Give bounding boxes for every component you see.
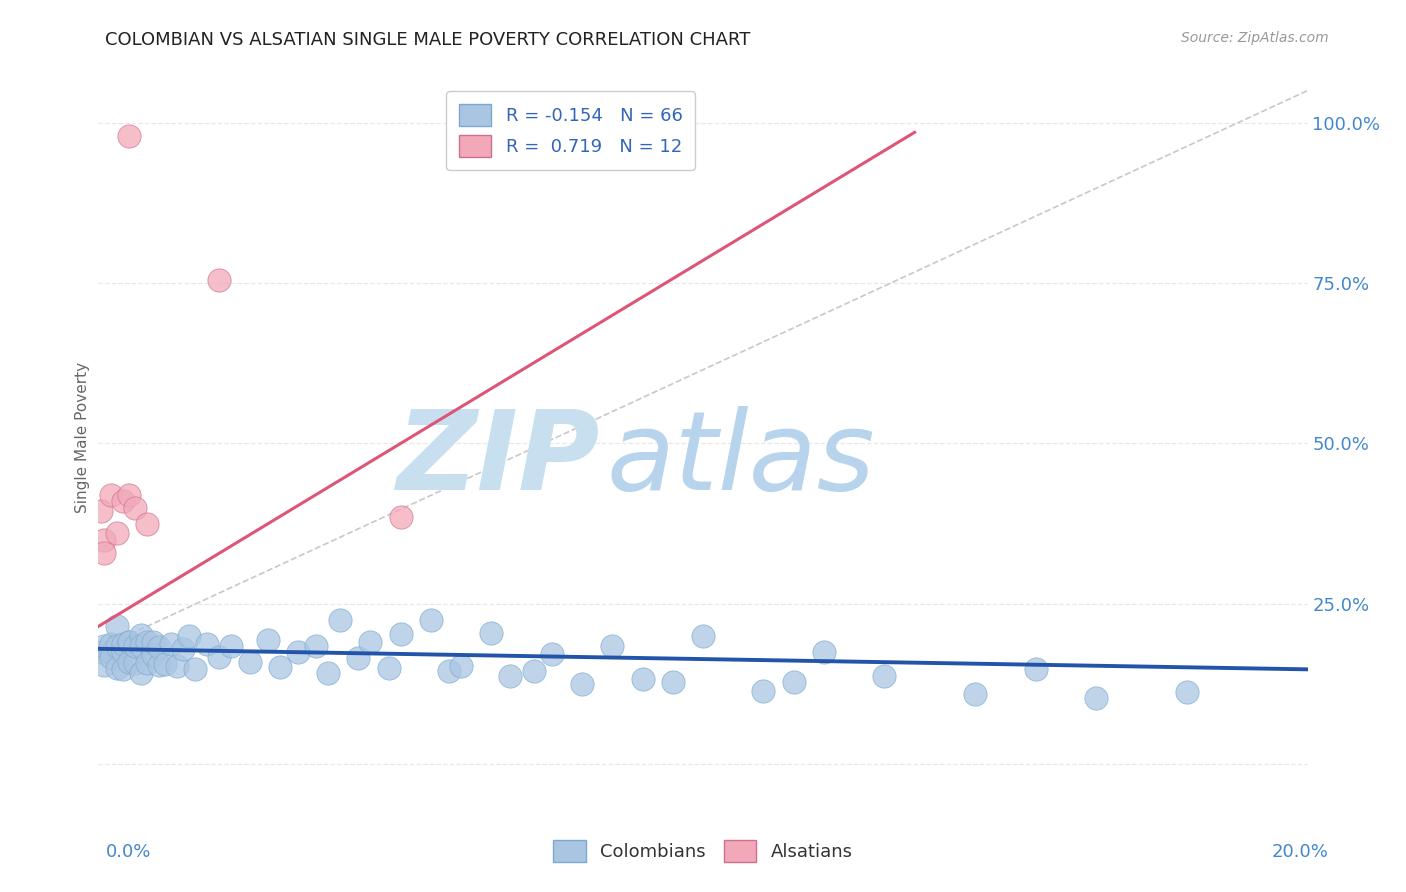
Point	[142, 648, 165, 663]
Point	[1024, 662, 1046, 676]
Point	[111, 494, 134, 508]
Point	[93, 533, 115, 547]
Point	[377, 661, 399, 675]
Point	[783, 675, 806, 690]
Point	[208, 273, 231, 287]
Point	[389, 510, 412, 524]
Point	[316, 665, 339, 680]
Point	[287, 645, 309, 659]
Point	[692, 629, 714, 643]
Point	[90, 504, 112, 518]
Point	[105, 639, 128, 653]
Point	[631, 672, 654, 686]
Point	[179, 629, 201, 643]
Point	[256, 633, 278, 648]
Point	[873, 669, 896, 683]
Point	[135, 656, 157, 670]
Point	[118, 655, 141, 669]
Text: atlas: atlas	[606, 406, 875, 513]
Point	[813, 645, 835, 659]
Point	[523, 665, 546, 679]
Point	[498, 669, 520, 683]
Point	[118, 128, 141, 143]
Point	[90, 645, 112, 659]
Point	[100, 645, 122, 659]
Point	[420, 613, 443, 627]
Point	[129, 665, 152, 680]
Point	[135, 516, 157, 531]
Point	[118, 488, 141, 502]
Legend: R = -0.154   N = 66, R =  0.719   N = 12: R = -0.154 N = 66, R = 0.719 N = 12	[446, 91, 695, 169]
Point	[602, 639, 624, 653]
Point	[1175, 685, 1198, 699]
Point	[160, 637, 183, 651]
Point	[93, 545, 115, 559]
Point	[184, 662, 207, 676]
Point	[965, 687, 987, 701]
Point	[135, 635, 157, 649]
Point	[129, 639, 152, 653]
Point	[118, 635, 141, 649]
Point	[124, 639, 146, 653]
Text: ZIP: ZIP	[396, 406, 600, 513]
Point	[111, 662, 134, 676]
Point	[93, 639, 115, 653]
Point	[752, 683, 775, 698]
Point	[450, 659, 472, 673]
Point	[437, 665, 460, 679]
Point	[148, 657, 170, 672]
Point	[269, 660, 291, 674]
Point	[661, 675, 683, 690]
Point	[111, 645, 134, 659]
Text: COLOMBIAN VS ALSATIAN SINGLE MALE POVERTY CORRELATION CHART: COLOMBIAN VS ALSATIAN SINGLE MALE POVERT…	[105, 31, 751, 49]
Point	[148, 640, 170, 654]
Point	[124, 656, 146, 670]
Point	[347, 651, 370, 665]
Point	[105, 619, 128, 633]
Point	[100, 637, 122, 651]
Point	[195, 637, 218, 651]
Text: 0.0%: 0.0%	[105, 843, 150, 861]
Point	[142, 635, 165, 649]
Point	[305, 639, 328, 653]
Point	[172, 641, 194, 656]
Text: 20.0%: 20.0%	[1272, 843, 1329, 861]
Point	[389, 627, 412, 641]
Point	[100, 650, 122, 665]
Point	[105, 661, 128, 675]
Point	[1085, 691, 1108, 706]
Point	[153, 657, 176, 671]
Y-axis label: Single Male Poverty: Single Male Poverty	[75, 361, 90, 513]
Point	[481, 625, 503, 640]
Point	[221, 639, 243, 653]
Text: Source: ZipAtlas.com: Source: ZipAtlas.com	[1181, 31, 1329, 45]
Point	[93, 657, 115, 672]
Point	[540, 647, 562, 661]
Point	[166, 659, 188, 673]
Point	[105, 526, 128, 541]
Point	[100, 488, 122, 502]
Point	[239, 655, 262, 669]
Point	[129, 628, 152, 642]
Point	[329, 613, 352, 627]
Point	[111, 637, 134, 651]
Legend: Colombians, Alsatians: Colombians, Alsatians	[546, 833, 860, 870]
Point	[124, 500, 146, 515]
Point	[118, 635, 141, 649]
Point	[360, 635, 382, 649]
Point	[208, 649, 231, 664]
Point	[571, 677, 593, 691]
